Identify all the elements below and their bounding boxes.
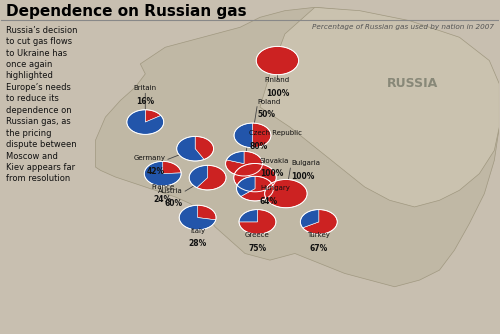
Text: Percentage of Russian gas used by nation in 2007: Percentage of Russian gas used by nation… [312, 24, 494, 30]
Text: Poland: Poland [258, 99, 280, 105]
Polygon shape [260, 7, 500, 207]
Wedge shape [146, 110, 161, 122]
Text: 60%: 60% [164, 199, 182, 208]
Text: 42%: 42% [147, 167, 165, 176]
Text: 100%: 100% [260, 169, 283, 178]
Wedge shape [234, 163, 276, 192]
Wedge shape [195, 136, 214, 160]
Wedge shape [176, 136, 204, 161]
Wedge shape [239, 209, 276, 234]
Text: RUSSIA: RUSSIA [386, 77, 438, 91]
Text: Germany: Germany [133, 155, 165, 161]
Text: Italy: Italy [190, 227, 205, 233]
Wedge shape [300, 209, 319, 228]
Text: France: France [151, 184, 174, 190]
Wedge shape [198, 205, 216, 220]
Wedge shape [197, 165, 226, 190]
Text: 28%: 28% [188, 239, 207, 248]
Text: Turkey: Turkey [308, 232, 330, 238]
Wedge shape [179, 205, 216, 230]
Wedge shape [144, 161, 181, 186]
Polygon shape [96, 7, 500, 287]
Wedge shape [234, 123, 252, 148]
Text: Britain: Britain [134, 86, 157, 92]
Text: 50%: 50% [258, 111, 276, 120]
Wedge shape [241, 176, 274, 201]
Text: Slovakia: Slovakia [260, 158, 290, 164]
Text: 80%: 80% [249, 142, 268, 151]
Text: 100%: 100% [291, 172, 314, 181]
Text: 24%: 24% [154, 195, 172, 204]
Wedge shape [226, 151, 244, 164]
Wedge shape [256, 46, 298, 75]
Text: Bulgaria: Bulgaria [291, 160, 320, 166]
Text: 64%: 64% [260, 197, 278, 206]
Text: 67%: 67% [310, 243, 328, 253]
Wedge shape [127, 110, 164, 134]
Wedge shape [264, 179, 307, 208]
Wedge shape [226, 151, 262, 176]
Wedge shape [252, 123, 271, 148]
Wedge shape [189, 165, 208, 188]
Text: Greece: Greece [245, 232, 270, 238]
Wedge shape [162, 161, 181, 174]
Text: Czech Republic: Czech Republic [249, 130, 302, 136]
Text: 75%: 75% [248, 243, 266, 253]
Wedge shape [239, 209, 258, 222]
Text: Finland: Finland [265, 77, 290, 83]
Text: 100%: 100% [266, 89, 289, 98]
Text: Dependence on Russian gas: Dependence on Russian gas [6, 4, 246, 19]
Text: Austria: Austria [158, 188, 182, 194]
Wedge shape [236, 176, 255, 196]
Text: Russia’s decision
to cut gas flows
to Ukraine has
once again
highlighted
Europe’: Russia’s decision to cut gas flows to Uk… [6, 26, 77, 183]
Text: 16%: 16% [136, 97, 154, 106]
Wedge shape [302, 209, 338, 234]
Text: Hungary: Hungary [260, 185, 290, 191]
